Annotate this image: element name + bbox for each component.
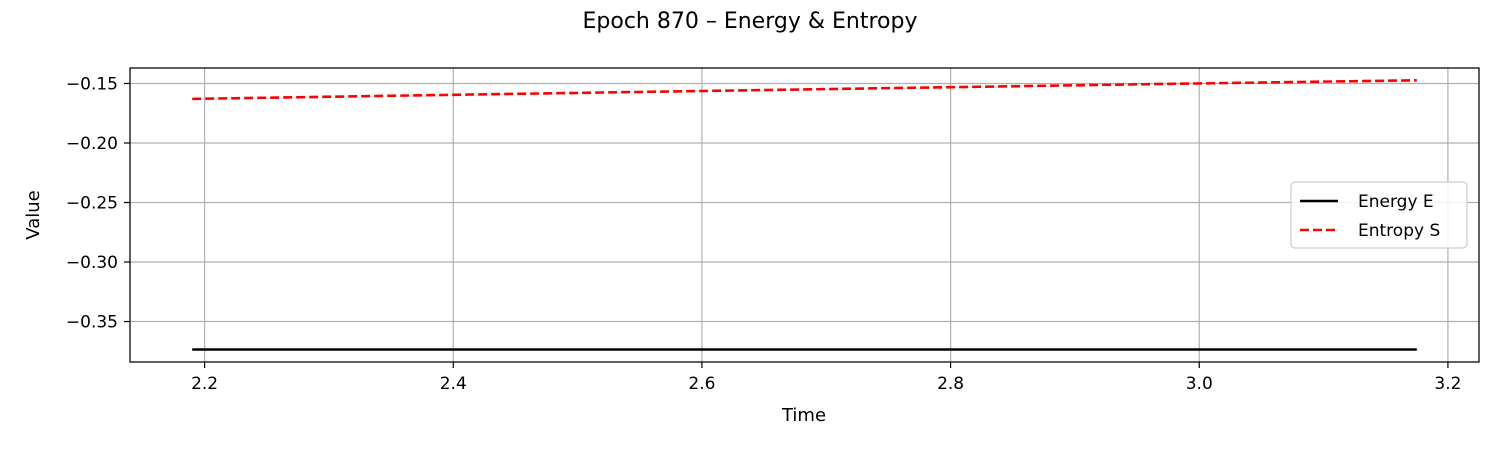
y-axis-label: Value	[23, 190, 44, 239]
x-tick-label: 2.6	[688, 374, 715, 394]
x-tick-label: 2.2	[191, 374, 218, 394]
legend: Energy E Entropy S	[1290, 181, 1468, 249]
y-tick-label: −0.30	[66, 253, 118, 273]
x-axis-ticks: 2.2 2.4 2.6 2.8 3.0 3.2	[191, 362, 1461, 394]
y-tick-label: −0.35	[66, 313, 118, 333]
grid-layer	[130, 68, 1479, 362]
chart-title: Epoch 870 – Energy & Entropy	[583, 9, 918, 34]
x-axis-label: Time	[781, 405, 826, 426]
y-tick-label: −0.25	[66, 194, 118, 214]
x-tick-label: 3.2	[1434, 374, 1461, 394]
y-tick-label: −0.20	[66, 134, 118, 154]
y-axis-ticks: −0.15 −0.20 −0.25 −0.30 −0.35	[66, 74, 130, 333]
x-tick-label: 3.0	[1186, 374, 1213, 394]
legend-label: Entropy S	[1358, 221, 1440, 241]
legend-label: Energy E	[1358, 192, 1434, 212]
series-line-entropy	[192, 79, 1417, 101]
y-tick-label: −0.15	[66, 74, 118, 94]
x-tick-label: 2.4	[440, 374, 467, 394]
plot-frame	[129, 67, 1480, 363]
x-tick-label: 2.8	[937, 374, 964, 394]
legend-box	[1290, 181, 1468, 249]
series-layer	[192, 79, 1417, 351]
